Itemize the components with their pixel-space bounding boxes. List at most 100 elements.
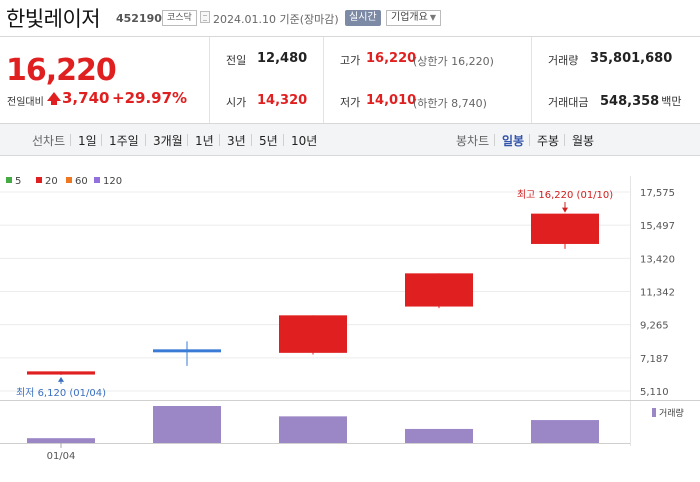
up-arrow-icon	[47, 92, 61, 105]
low-annotation: 최저 6,120 (01/04)	[16, 387, 106, 399]
stock-header: 한빛레이저 452190 코스닥 2024.01.10 기준(장마감) 실시간 …	[0, 0, 700, 36]
low-value: 14,010	[366, 93, 417, 108]
legend-swatch	[6, 177, 12, 183]
current-price-box: 16,220 전일대비 3,740 +29.97%	[0, 37, 210, 123]
low-label: 저가	[340, 96, 361, 109]
amount-label: 거래대금	[548, 96, 589, 109]
volume-legend-label: 거래량	[659, 407, 684, 419]
tab-period-1y[interactable]: 1년	[195, 134, 214, 148]
high-value: 16,220	[366, 51, 417, 66]
volume-bar	[153, 406, 221, 443]
price-column-2: 고가 16,220 (상한가 16,220) 저가 14,010 (하한가 8,…	[324, 37, 532, 123]
y-tick-label: 11,342	[640, 288, 675, 299]
candle-body	[531, 213, 599, 244]
y-tick-label: 13,420	[640, 254, 675, 265]
change-percent: +29.97%	[112, 89, 188, 107]
legend-swatch	[36, 177, 42, 183]
y-tick-label: 5,110	[640, 387, 669, 398]
volume-row: 거래량 35,801,680	[532, 50, 700, 70]
legend-swatch	[66, 177, 72, 183]
date-value: 2024.01.10	[213, 13, 276, 26]
tab-period-1d[interactable]: 1일	[78, 134, 97, 148]
tab-divider	[251, 134, 252, 146]
candle-body	[405, 273, 473, 307]
chart-canvas[interactable]: 17,575 15,497 13,420 11,342 9,265 7,187 5,110 0…	[0, 156, 700, 482]
high-arrow-icon	[562, 207, 568, 213]
tab-divider	[494, 134, 495, 146]
legend-label: 120	[103, 176, 123, 187]
tab-divider	[145, 134, 146, 146]
realtime-button[interactable]: 실시간	[345, 10, 381, 26]
tab-period-3m[interactable]: 3개월	[153, 134, 183, 148]
tab-divider	[529, 134, 530, 146]
amount-number: 548,358	[600, 94, 660, 109]
price-panel: 16,220 전일대비 3,740 +29.97% 전일 12,480 시가 1…	[0, 36, 700, 124]
amount-unit: 백만	[661, 95, 682, 108]
open-value: 14,320	[257, 93, 308, 108]
candlestick-chart[interactable]: 5 20 60 120 17,575 15,497 13,420 11,342 9,265 7,…	[0, 156, 700, 482]
legend-item: 120	[94, 176, 122, 187]
tab-period-10y[interactable]: 10년	[291, 134, 318, 148]
tab-line-chart[interactable]: 선차트	[32, 134, 66, 148]
document-icon	[200, 11, 210, 23]
tab-period-1w[interactable]: 1주일	[109, 134, 139, 148]
low-arrow-icon	[58, 376, 64, 382]
y-tick-label: 9,265	[640, 321, 669, 332]
open-row: 시가 14,320	[210, 92, 323, 112]
reference-date: 2024.01.10 기준(장마감)	[213, 11, 339, 27]
legend-label: 60	[75, 176, 88, 187]
volume-bar	[405, 428, 473, 443]
volume-value: 35,801,680	[590, 51, 673, 66]
volume-legend-swatch	[652, 408, 656, 417]
volume-bar	[27, 438, 95, 443]
prev-close-value: 12,480	[257, 51, 308, 66]
legend-item: 60	[66, 176, 88, 187]
candle-body	[153, 349, 221, 353]
high-annotation: 최고 16,220 (01/10)	[517, 189, 613, 201]
tab-divider	[564, 134, 565, 146]
tab-divider	[101, 134, 102, 146]
y-tick-label: 17,575	[640, 188, 675, 199]
stock-name: 한빛레이저	[6, 7, 101, 31]
low-row: 저가 14,010 (하한가 8,740)	[324, 92, 531, 112]
tab-divider	[219, 134, 220, 146]
high-label: 고가	[340, 54, 361, 67]
tab-candle-daily[interactable]: 일봉	[502, 134, 525, 148]
change-label: 전일대비	[7, 97, 44, 108]
tab-divider	[187, 134, 188, 146]
volume-bar	[531, 420, 599, 443]
legend-swatch	[94, 177, 100, 183]
tab-period-5y[interactable]: 5년	[259, 134, 278, 148]
stock-code: 452190	[116, 12, 162, 25]
candle-body	[279, 315, 347, 353]
candle-body	[27, 371, 95, 375]
amount-value: 548,358 백만	[600, 93, 681, 109]
prev-close-label: 전일	[226, 54, 247, 67]
company-overview-button[interactable]: 기업개요 ▼	[386, 10, 441, 26]
upper-limit-note: (상한가 16,220)	[413, 55, 494, 68]
date-suffix: 기준(장마감)	[279, 13, 339, 26]
y-tick-label: 7,187	[640, 354, 669, 365]
lower-limit-note: (하한가 8,740)	[413, 97, 487, 110]
amount-row: 거래대금 548,358 백만	[532, 92, 700, 112]
tab-candle-chart[interactable]: 봉차트	[456, 134, 490, 148]
volume-label: 거래량	[548, 54, 579, 67]
y-tick-label: 15,497	[640, 221, 675, 232]
tab-period-3y[interactable]: 3년	[227, 134, 246, 148]
tab-candle-monthly[interactable]: 월봉	[572, 134, 595, 148]
tab-candle-weekly[interactable]: 주봉	[537, 134, 560, 148]
legend-item: 20	[36, 176, 58, 187]
chevron-down-icon: ▼	[429, 13, 436, 22]
prev-close-row: 전일 12,480	[210, 50, 323, 70]
price-column-1: 전일 12,480 시가 14,320	[210, 37, 324, 123]
market-badge: 코스닥	[162, 10, 197, 26]
x-tick-label: 01/04	[47, 451, 76, 462]
chart-period-tabs: 선차트 1일 1주일 3개월 1년 3년 5년 10년 봉차트 일봉 주봉 월봉	[0, 124, 700, 156]
volume-bar	[279, 416, 347, 443]
price-column-3: 거래량 35,801,680 거래대금 548,358 백만	[532, 37, 700, 123]
change-amount: 3,740	[62, 89, 110, 107]
legend-label: 20	[45, 176, 58, 187]
tab-divider	[70, 134, 71, 146]
legend-item: 5	[6, 176, 21, 187]
high-row: 고가 16,220 (상한가 16,220)	[324, 50, 531, 70]
